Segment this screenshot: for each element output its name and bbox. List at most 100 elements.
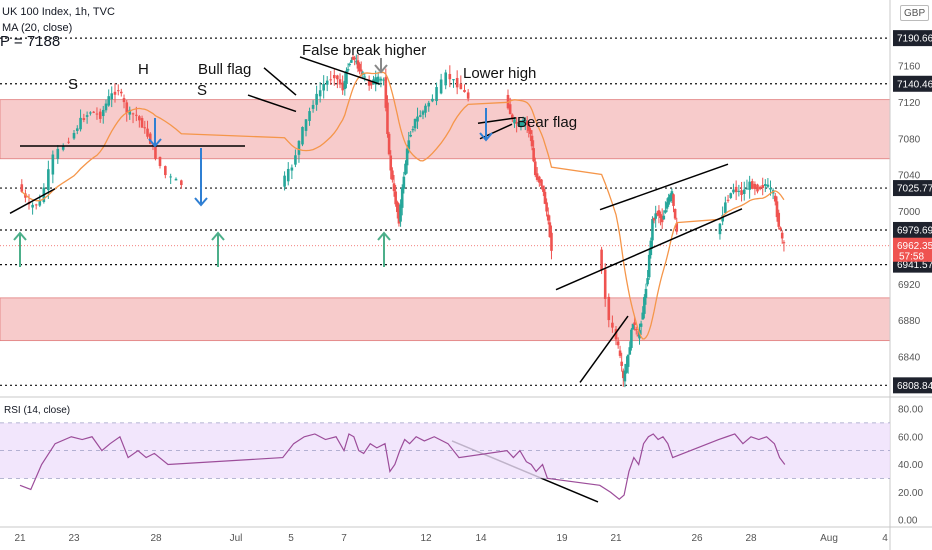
candle-body — [616, 341, 620, 346]
level-label-6: 6808.84 — [897, 381, 932, 392]
current-price-label: 6962.35 — [897, 241, 932, 252]
candle-body — [726, 199, 730, 201]
down-arrow-1 — [148, 118, 162, 148]
candle-body — [346, 69, 350, 71]
candle-body — [110, 93, 114, 100]
candle-body — [353, 57, 356, 60]
level-box-2 — [893, 75, 932, 92]
price-tick-7: 7080 — [898, 134, 921, 145]
pivot-label: P = 7188 — [0, 33, 61, 50]
candle-body — [386, 102, 389, 135]
level-label-4: 6979.69 — [897, 225, 932, 236]
candle-body — [535, 173, 539, 180]
candle-body — [745, 188, 749, 190]
annotation-1: S — [68, 76, 78, 93]
candle-body — [523, 120, 527, 123]
candle-body — [748, 181, 751, 190]
candle-body — [758, 186, 762, 190]
candle-body — [519, 121, 523, 128]
candle-body — [631, 323, 635, 330]
candle-body — [780, 232, 784, 239]
rsi-label: RSI (14, close) — [4, 405, 71, 416]
candle-body — [31, 204, 34, 208]
candle-body — [740, 190, 743, 195]
candle-body — [515, 121, 518, 124]
candle-body — [670, 191, 674, 199]
rsi-tick-1: 0.00 — [898, 516, 918, 527]
candle-body — [607, 296, 611, 321]
candle-body — [652, 217, 656, 221]
time-tick-7: 12 — [420, 533, 432, 544]
candle-body — [773, 195, 777, 202]
candle-body — [107, 96, 111, 106]
candle-body — [508, 104, 512, 115]
candle-body — [427, 102, 431, 107]
candle-body — [61, 145, 65, 150]
candle-body — [283, 175, 286, 187]
candle-body — [668, 194, 672, 202]
arrow-head — [194, 197, 208, 207]
bull-flag-upper — [263, 67, 297, 96]
candle-body — [634, 329, 638, 331]
candle-body — [304, 119, 308, 131]
candle-body — [356, 60, 360, 69]
candle-body — [664, 210, 667, 213]
candle-body — [367, 79, 371, 86]
candle-body — [104, 103, 108, 111]
candle-body — [169, 176, 172, 178]
arrow-head — [13, 231, 27, 241]
arrow-head — [148, 138, 162, 148]
candle-body — [325, 80, 329, 85]
candle-body — [777, 212, 781, 227]
candle-body — [729, 193, 733, 198]
candle-body — [532, 148, 535, 162]
ma-line — [21, 71, 785, 340]
current-price-countdown: 57:58 — [899, 252, 924, 263]
candle-body — [379, 78, 383, 81]
candle-body — [180, 180, 183, 186]
time-tick-5: 5 — [288, 533, 294, 544]
candle-body — [413, 118, 417, 129]
candle-body — [737, 190, 741, 192]
candle-body — [407, 140, 411, 150]
level-box-4 — [893, 221, 932, 238]
candle-body — [633, 322, 636, 325]
candle-body — [359, 69, 363, 72]
candle-body — [444, 72, 448, 86]
candle-body — [542, 185, 545, 192]
arrow-head — [479, 132, 493, 142]
candle-body — [424, 105, 427, 113]
annotation-6: Lower high — [463, 65, 536, 82]
candle-body — [85, 115, 89, 117]
arrow-head — [211, 231, 225, 241]
candle-body — [391, 170, 394, 180]
candle-body — [382, 79, 385, 81]
price-tick-3: 6920 — [898, 280, 921, 291]
candle-body — [448, 74, 452, 80]
candle-body — [101, 109, 105, 117]
false-break-line — [299, 56, 381, 85]
candle-body — [135, 114, 138, 116]
price-tick-9: 7160 — [898, 62, 921, 73]
candle-body — [639, 323, 643, 327]
candle-body — [138, 116, 141, 121]
candle-body — [116, 90, 120, 92]
candle-body — [452, 79, 455, 81]
candle-body — [336, 75, 339, 80]
candle-body — [416, 116, 419, 122]
candle-body — [394, 191, 397, 205]
candle-body — [67, 141, 70, 143]
candle-body — [315, 93, 318, 105]
annotation-2: H — [138, 61, 149, 78]
candle-body — [513, 119, 516, 124]
candle-body — [643, 297, 646, 314]
candle-body — [673, 209, 677, 219]
up-arrow-3 — [377, 231, 391, 267]
time-tick-10: 21 — [610, 533, 622, 544]
candle-body — [625, 363, 628, 373]
ma-indicator-label: MA (20, close) — [2, 22, 73, 34]
currency-badge[interactable]: GBP — [900, 5, 930, 21]
time-tick-12: 28 — [745, 533, 757, 544]
candle-body — [341, 82, 344, 91]
